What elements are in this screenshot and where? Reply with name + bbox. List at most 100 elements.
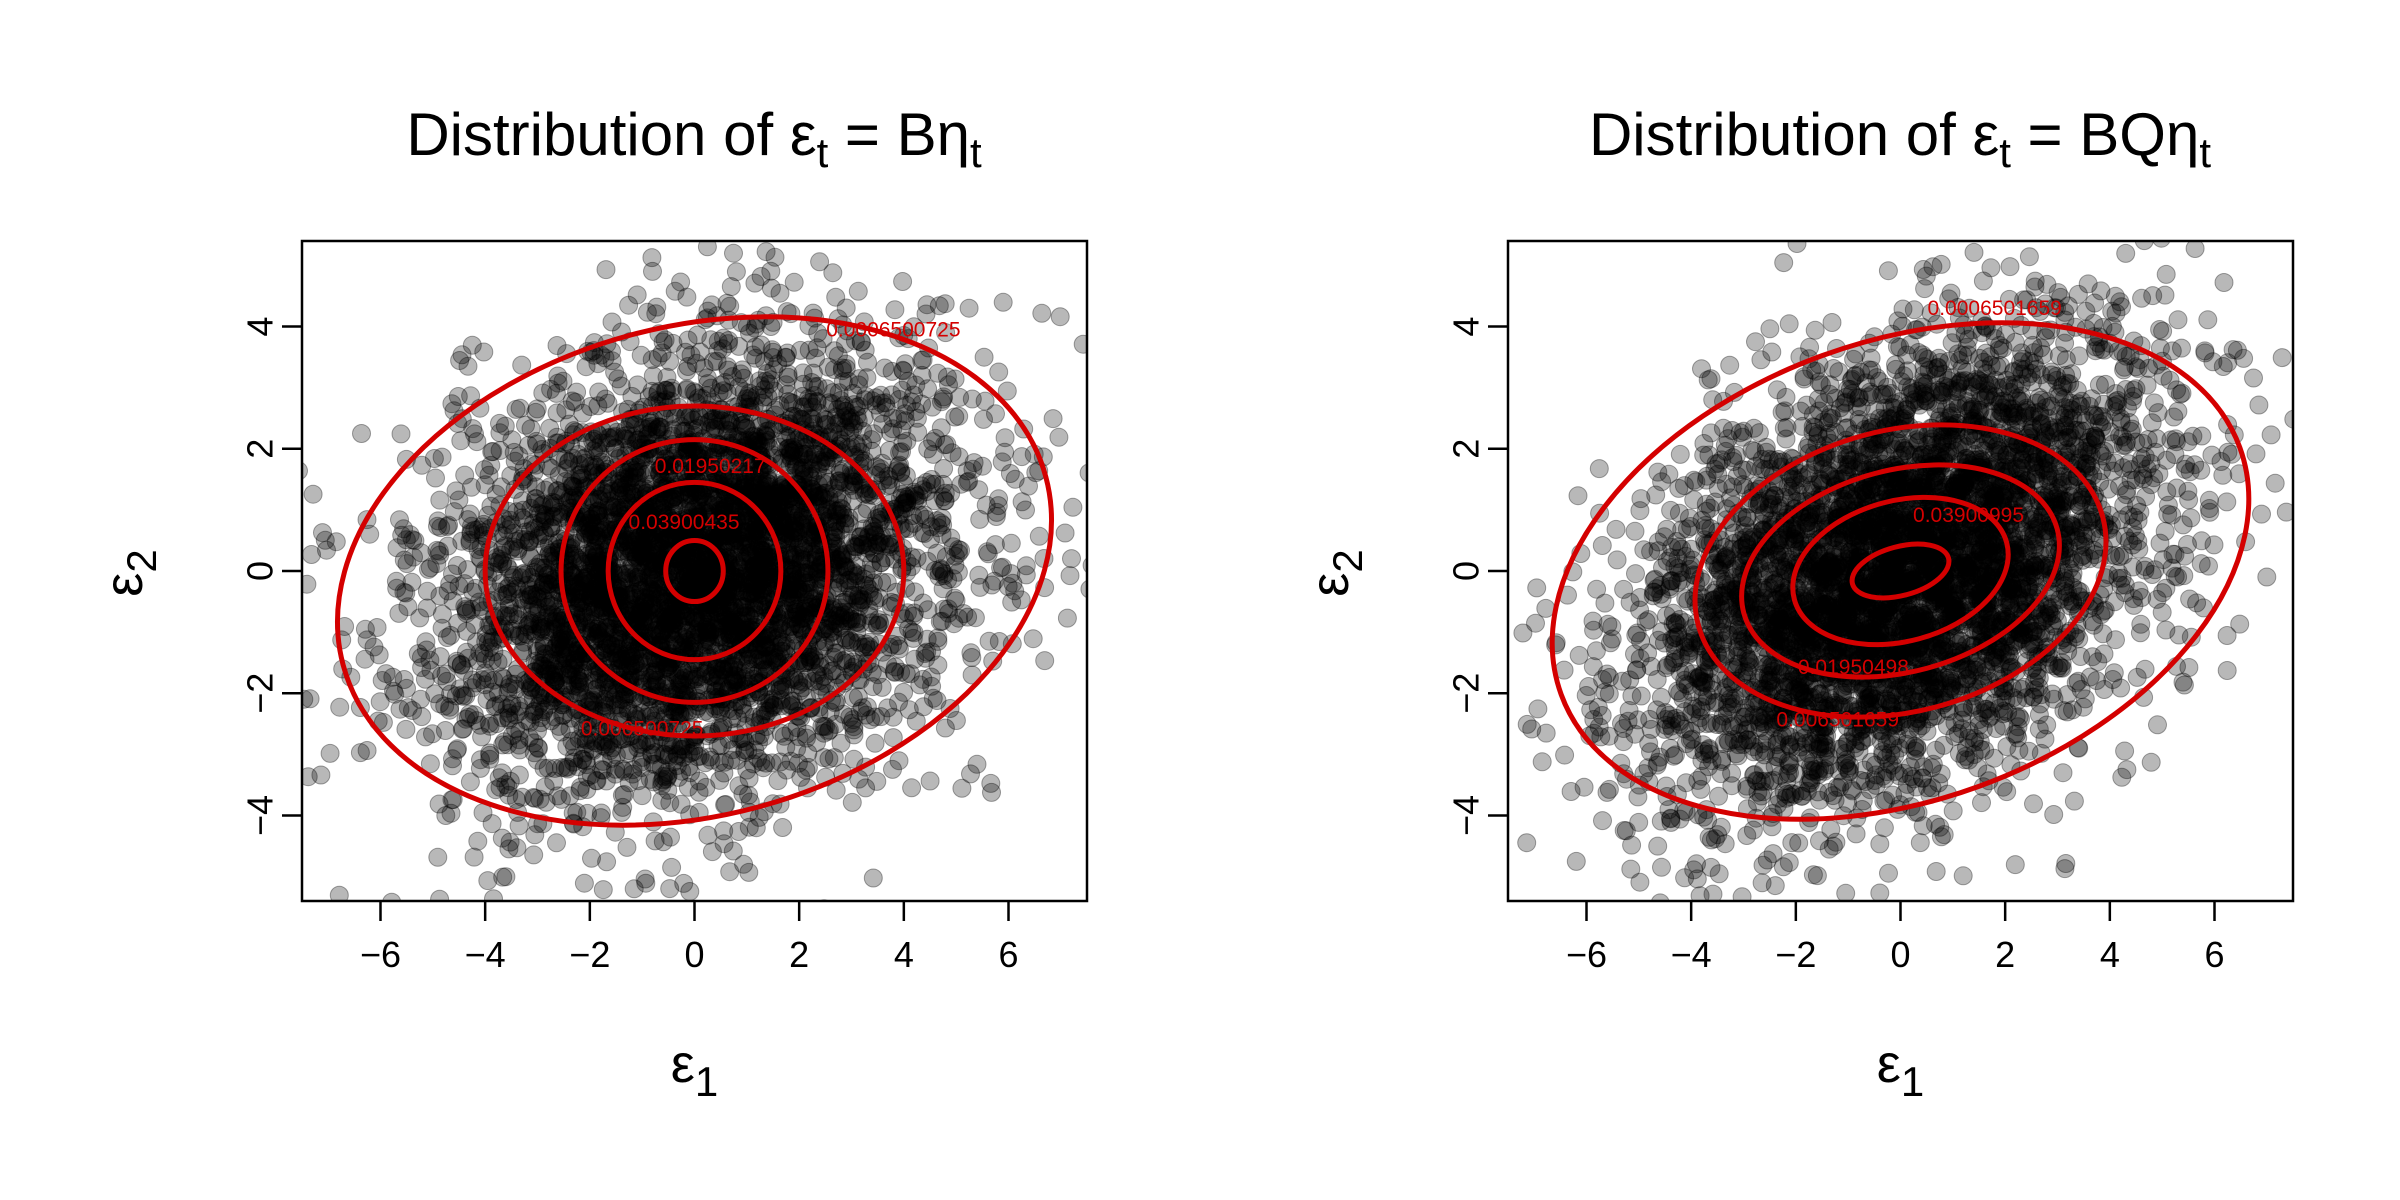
scatter-point bbox=[652, 776, 672, 796]
scatter-point bbox=[430, 889, 450, 901]
scatter-point bbox=[1012, 492, 1032, 512]
scatter-point bbox=[636, 599, 656, 619]
scatter-point bbox=[948, 562, 968, 582]
scatter-point bbox=[573, 571, 593, 591]
scatter-point bbox=[352, 424, 371, 443]
scatter-point bbox=[589, 530, 609, 550]
scatter-point bbox=[745, 558, 765, 578]
scatter-point bbox=[894, 682, 914, 702]
scatter-point bbox=[609, 481, 628, 501]
scatter-point bbox=[313, 523, 332, 543]
scatter-point bbox=[653, 332, 673, 352]
scatter-point bbox=[688, 747, 708, 767]
contour-label: 0.0006500725 bbox=[826, 319, 960, 342]
scatter-point bbox=[490, 777, 510, 797]
scatter-point bbox=[539, 695, 559, 715]
scatter-point bbox=[802, 564, 822, 584]
scatter-point bbox=[799, 580, 819, 599]
scatter-point bbox=[479, 465, 499, 485]
scatter-point bbox=[396, 530, 416, 550]
scatter-point bbox=[695, 516, 715, 536]
scatter-point bbox=[514, 590, 534, 610]
scatter-point bbox=[412, 658, 432, 677]
scatter-point bbox=[527, 636, 547, 656]
scatter-point bbox=[838, 611, 858, 631]
scatter-point bbox=[935, 718, 955, 738]
scatter-point bbox=[815, 410, 834, 429]
scatter-point bbox=[394, 582, 414, 602]
scatter-point bbox=[717, 383, 737, 403]
scatter-point bbox=[850, 597, 870, 616]
scatter-point bbox=[754, 542, 773, 562]
scatter-point bbox=[865, 733, 885, 753]
scatter-point bbox=[768, 771, 788, 791]
scatter-point bbox=[551, 643, 571, 663]
scatter-point bbox=[872, 453, 892, 473]
scatter-point bbox=[588, 526, 608, 546]
contour-label: 0.01950217 bbox=[655, 455, 766, 478]
scatter-point bbox=[410, 608, 430, 628]
scatter-point bbox=[799, 450, 819, 470]
scatter-point bbox=[302, 545, 321, 564]
scatter-point bbox=[396, 719, 416, 739]
scatter-point bbox=[681, 558, 701, 578]
scatter-point bbox=[468, 831, 488, 851]
scatter-point bbox=[631, 345, 651, 365]
scatter-point bbox=[826, 522, 846, 542]
scatter-point bbox=[910, 505, 930, 525]
scatter-point bbox=[749, 464, 769, 484]
scatter-point bbox=[928, 363, 948, 383]
scatter-point bbox=[758, 476, 778, 496]
scatter-point bbox=[538, 605, 558, 624]
scatter-point bbox=[906, 711, 926, 731]
scatter-point bbox=[547, 403, 567, 423]
scatter-point bbox=[840, 422, 860, 442]
scatter-point bbox=[722, 709, 742, 729]
scatter-point bbox=[560, 562, 580, 582]
scatter-point bbox=[498, 584, 518, 603]
scatter-point bbox=[753, 579, 773, 599]
scatter-point bbox=[786, 561, 805, 580]
scatter-point bbox=[632, 758, 652, 777]
scatter-point bbox=[845, 537, 865, 557]
scatter-point bbox=[588, 354, 608, 374]
scatter-point bbox=[647, 420, 667, 440]
scatter-point bbox=[934, 599, 954, 619]
scatter-point bbox=[632, 546, 652, 566]
scatter-point bbox=[589, 685, 609, 704]
scatter-point bbox=[1035, 651, 1055, 671]
scatter-point bbox=[993, 292, 1013, 312]
scatter-point bbox=[758, 547, 777, 567]
scatter-point bbox=[1002, 592, 1022, 612]
scatter-point bbox=[545, 671, 565, 691]
scatter-point bbox=[908, 422, 928, 442]
scatter-point bbox=[689, 568, 709, 587]
scatter-point bbox=[729, 622, 749, 641]
scatter-point bbox=[541, 495, 561, 514]
scatter-point bbox=[797, 533, 817, 553]
scatter-point bbox=[311, 765, 331, 785]
scatter-point bbox=[943, 537, 963, 557]
scatter-point bbox=[502, 694, 522, 714]
scatter-point bbox=[861, 553, 881, 573]
scatter-point bbox=[808, 475, 828, 495]
scatter-point bbox=[778, 364, 798, 384]
scatter-point bbox=[823, 383, 843, 403]
scatter-point bbox=[671, 794, 691, 814]
scatter-point bbox=[731, 651, 751, 671]
scatter-point bbox=[680, 550, 700, 569]
scatter-point bbox=[430, 490, 450, 510]
scatter-point bbox=[828, 399, 848, 419]
scatter-point bbox=[687, 325, 707, 345]
scatter-point bbox=[533, 383, 553, 403]
scatter-point bbox=[922, 470, 942, 489]
scatter-point bbox=[631, 581, 651, 601]
scatter-point bbox=[824, 360, 844, 379]
scatter-point bbox=[829, 471, 849, 491]
scatter-point bbox=[436, 806, 456, 825]
scatter-point bbox=[643, 366, 663, 386]
scatter-point bbox=[593, 880, 613, 900]
scatter-point bbox=[421, 660, 441, 680]
scatter-point bbox=[817, 502, 837, 522]
